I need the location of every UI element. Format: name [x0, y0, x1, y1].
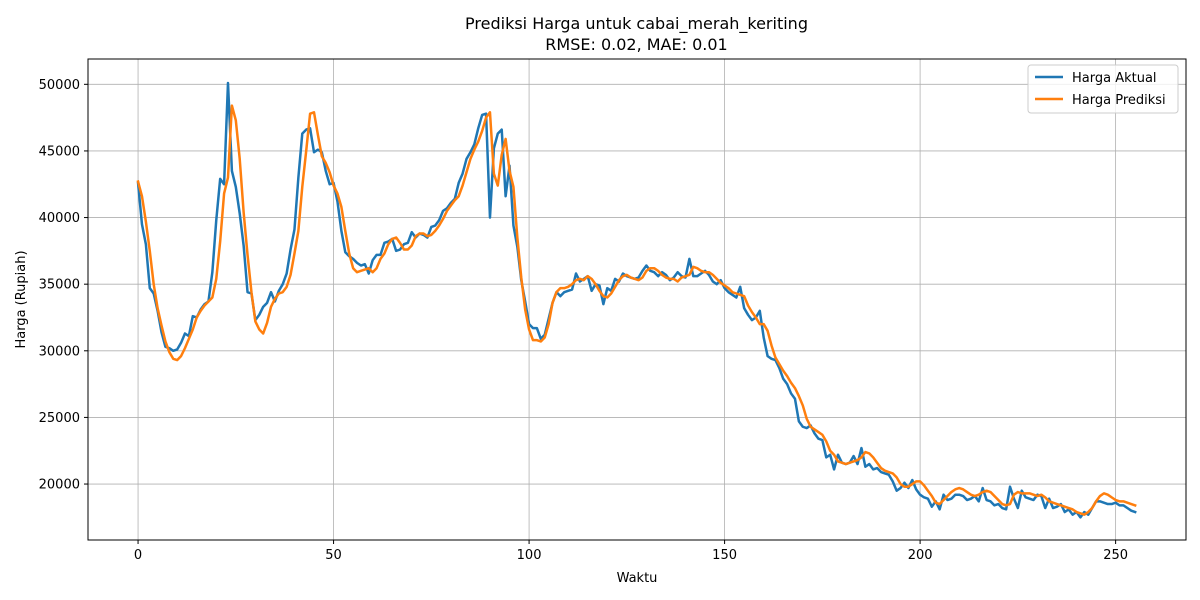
legend-label-prediction: Harga Prediksi — [1072, 93, 1166, 108]
series-line-prediction — [136, 104, 1137, 516]
x-tick-label: 200 — [908, 548, 933, 563]
grid-lines — [88, 59, 1186, 540]
y-axis-label: Harga (Rupiah) — [14, 250, 29, 348]
y-tick-label: 35000 — [39, 278, 80, 293]
y-tick-label: 25000 — [39, 411, 80, 426]
y-tick-label: 45000 — [39, 144, 80, 159]
x-tick-label: 50 — [325, 548, 342, 563]
x-axis-label: Waktu — [617, 571, 658, 586]
x-tick-label: 0 — [134, 548, 142, 563]
legend: Harga Aktual Harga Prediksi — [1027, 64, 1179, 114]
plot-frame — [87, 58, 1187, 541]
y-tick-label: 50000 — [39, 78, 80, 93]
x-tick-label: 250 — [1103, 548, 1128, 563]
series-lines — [136, 81, 1137, 519]
y-tick-label: 40000 — [39, 211, 80, 226]
chart-title: Prediksi Harga untuk cabai_merah_keritin… — [465, 14, 808, 34]
chart-subtitle: RMSE: 0.02, MAE: 0.01 — [545, 35, 727, 54]
series-line-actual — [136, 81, 1137, 519]
x-tick-label: 100 — [517, 548, 542, 563]
x-tick-label: 150 — [712, 548, 737, 563]
y-tick-label: 20000 — [39, 478, 80, 493]
axis-ticks: 0 50 100 150 200 250 20000 25000 30000 35000 40000… — [39, 78, 1128, 563]
legend-box — [1027, 64, 1179, 114]
y-tick-label: 30000 — [39, 344, 80, 359]
legend-label-actual: Harga Aktual — [1072, 71, 1157, 86]
